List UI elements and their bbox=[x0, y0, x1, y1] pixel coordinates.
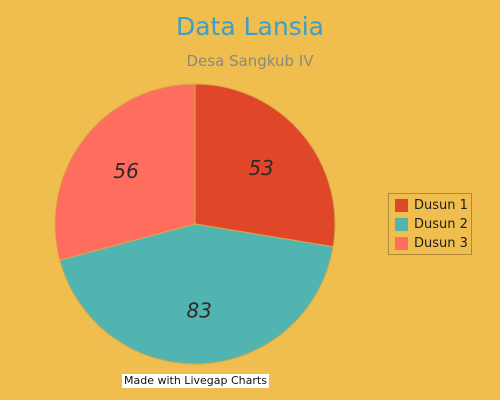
legend-item[interactable]: Dusun 2 bbox=[395, 215, 471, 234]
legend-label: Dusun 1 bbox=[414, 198, 468, 213]
slice-value-label: 56 bbox=[113, 159, 138, 183]
legend-swatch bbox=[395, 237, 408, 250]
credit-text[interactable]: Made with Livegap Charts bbox=[122, 374, 269, 388]
pie-slice-dusun-2[interactable] bbox=[59, 223, 334, 365]
chart-subtitle: Desa Sangkub IV bbox=[186, 52, 314, 70]
pie-slice-dusun-3[interactable] bbox=[54, 83, 196, 261]
legend-swatch bbox=[395, 218, 408, 231]
legend-item[interactable]: Dusun 3 bbox=[395, 234, 471, 253]
legend-label: Dusun 3 bbox=[414, 236, 468, 251]
legend-swatch bbox=[395, 199, 408, 212]
legend-item[interactable]: Dusun 1 bbox=[395, 196, 471, 215]
slice-value-label: 53 bbox=[248, 156, 273, 180]
pie-slice-dusun-1[interactable] bbox=[194, 83, 336, 248]
chart-title: Data Lansia bbox=[175, 12, 325, 41]
chart-legend: Dusun 1 Dusun 2 Dusun 3 bbox=[388, 193, 472, 255]
slice-value-label: 83 bbox=[187, 299, 212, 323]
legend-label: Dusun 2 bbox=[414, 217, 468, 232]
